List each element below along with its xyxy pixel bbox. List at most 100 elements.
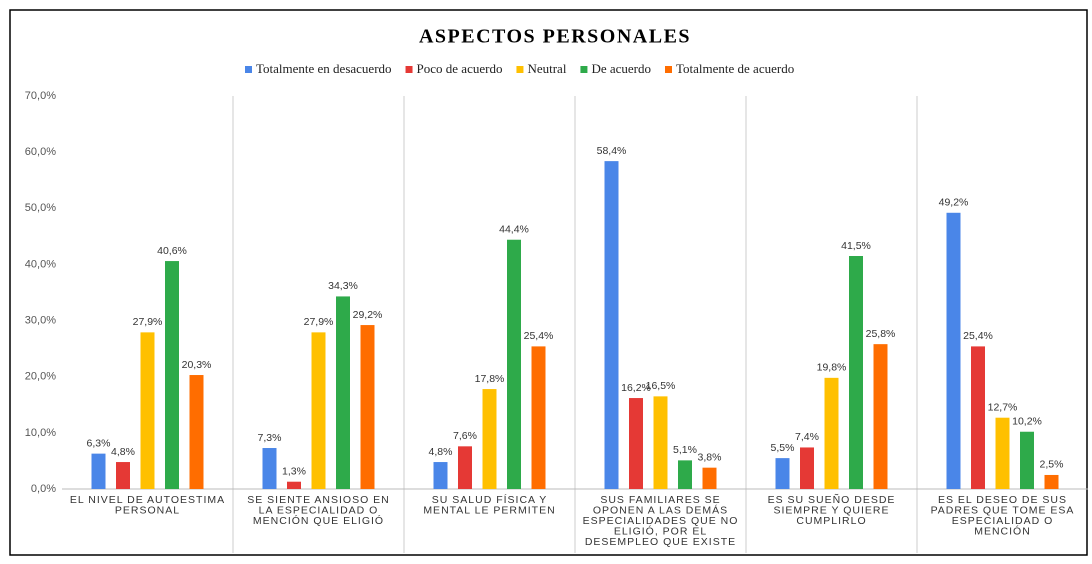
bar [287, 481, 301, 489]
bar [995, 417, 1010, 489]
data-label: 4,8% [111, 446, 135, 458]
bar [336, 296, 350, 489]
bar [678, 460, 692, 489]
data-label: 25,4% [524, 330, 554, 342]
bar [800, 447, 814, 489]
x-tick-label: DESEMPLEO QUE EXISTE [585, 536, 736, 548]
y-tick-label: 50,0% [25, 202, 56, 214]
x-tick-label: PERSONAL [115, 504, 180, 516]
x-tick-label: ES SU SUEÑO DESDE [768, 493, 896, 506]
data-label: 34,3% [328, 280, 358, 292]
data-label: 1,3% [282, 465, 306, 477]
data-label: 5,1% [673, 444, 697, 456]
bar [604, 161, 619, 489]
data-label: 5,5% [771, 442, 795, 454]
y-tick-label: 70,0% [25, 90, 56, 102]
bar [775, 458, 790, 489]
bar [824, 377, 839, 489]
data-label: 2,5% [1040, 459, 1064, 471]
bar [91, 453, 106, 489]
y-tick-label: 20,0% [25, 371, 56, 383]
x-tick-label: LA ESPECIALIDAD O [259, 504, 379, 516]
data-label: 16,2% [621, 382, 651, 394]
data-label: 25,4% [963, 330, 993, 342]
x-tick-label: MENCIÓN QUE ELIGIÓ [253, 514, 384, 527]
legend: Totalmente en desacuerdo Poco de acuerdo N… [245, 61, 794, 76]
data-label: 12,7% [988, 401, 1018, 413]
y-tick-label: 40,0% [25, 258, 56, 270]
bar [946, 212, 961, 489]
bar [311, 332, 326, 489]
x-tick-label: ESPECIALIDAD O [952, 515, 1054, 527]
bar [849, 256, 863, 489]
x-tick-label: ESPECIALIDADES QUE NO [583, 515, 739, 527]
y-tick-label: 30,0% [25, 314, 56, 326]
data-label: 17,8% [475, 373, 505, 385]
legend-label: Poco de acuerdo [417, 61, 503, 76]
legend-swatch [516, 66, 524, 73]
x-tick-label: SE SIENTE ANSIOSO EN [247, 494, 390, 506]
bar [971, 346, 985, 489]
bar [1044, 474, 1059, 489]
bar [629, 398, 643, 489]
legend-swatch [580, 66, 588, 73]
x-tick-label: PADRES QUE TOME ESA [931, 504, 1075, 516]
y-tick-label: 0,0% [31, 483, 56, 495]
data-label: 29,2% [353, 309, 383, 321]
data-label: 20,3% [182, 359, 212, 371]
data-label: 19,8% [817, 362, 847, 374]
bar [1020, 431, 1034, 489]
bar [458, 446, 472, 489]
bar [531, 346, 546, 489]
data-label: 41,5% [841, 240, 871, 252]
legend-swatch [665, 66, 672, 73]
bar [189, 375, 204, 489]
legend-swatch [405, 66, 413, 73]
x-tick-label: SU SALUD FÍSICA Y [432, 493, 547, 506]
data-label: 10,2% [1012, 416, 1042, 428]
bar [262, 448, 277, 489]
legend-label: De acuerdo [591, 61, 651, 76]
bar [482, 389, 497, 489]
x-tick-label: ES EL DESEO DE SUS [938, 494, 1067, 506]
data-label: 3,8% [698, 451, 722, 463]
x-tick-label: OPONEN A LAS DEMÁS [593, 503, 728, 516]
bar [140, 332, 155, 489]
data-label: 49,2% [939, 197, 969, 209]
bar [653, 396, 668, 489]
data-label: 25,8% [866, 328, 896, 340]
x-tick-label: MENCIÓN [974, 524, 1031, 537]
data-label: 6,3% [87, 437, 111, 449]
legend-label: Totalmente en desacuerdo [256, 61, 392, 76]
data-label: 7,4% [795, 431, 819, 443]
bar [116, 462, 130, 489]
legend-label: Totalmente de acuerdo [676, 61, 794, 76]
y-tick-label: 60,0% [25, 146, 56, 158]
x-tick-label: MENTAL LE PERMITEN [423, 504, 555, 516]
bar [702, 467, 717, 489]
data-label: 58,4% [597, 145, 627, 157]
bar [165, 261, 179, 489]
data-label: 40,6% [157, 245, 187, 257]
legend-label: Neutral [527, 61, 566, 76]
legend-swatch [245, 66, 252, 73]
data-label: 7,3% [258, 432, 282, 444]
x-tick-label: CUMPLIRLO [796, 515, 866, 527]
x-tick-label: ELIGIÓ, POR EL [614, 524, 707, 537]
data-label: 4,8% [429, 446, 453, 458]
bar [433, 462, 448, 489]
y-tick-label: 10,0% [25, 427, 56, 439]
data-label: 27,9% [304, 316, 334, 328]
data-label: 27,9% [133, 316, 163, 328]
bar [507, 239, 521, 489]
x-tick-label: SUS FAMILIARES SE [600, 494, 720, 506]
data-label: 16,5% [646, 380, 676, 392]
x-tick-label: EL NIVEL DE AUTOESTIMA [70, 494, 225, 506]
bar [360, 325, 375, 489]
data-label: 7,6% [453, 430, 477, 442]
x-tick-label: SIEMPRE Y QUIERE [774, 504, 890, 516]
data-label: 44,4% [499, 224, 529, 236]
bar [873, 344, 888, 489]
chart-title: ASPECTOS PERSONALES [419, 26, 691, 48]
